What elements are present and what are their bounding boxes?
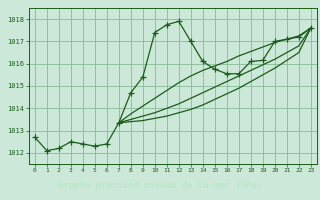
Text: Graphe pression niveau de la mer (hPa): Graphe pression niveau de la mer (hPa) [58, 181, 262, 190]
